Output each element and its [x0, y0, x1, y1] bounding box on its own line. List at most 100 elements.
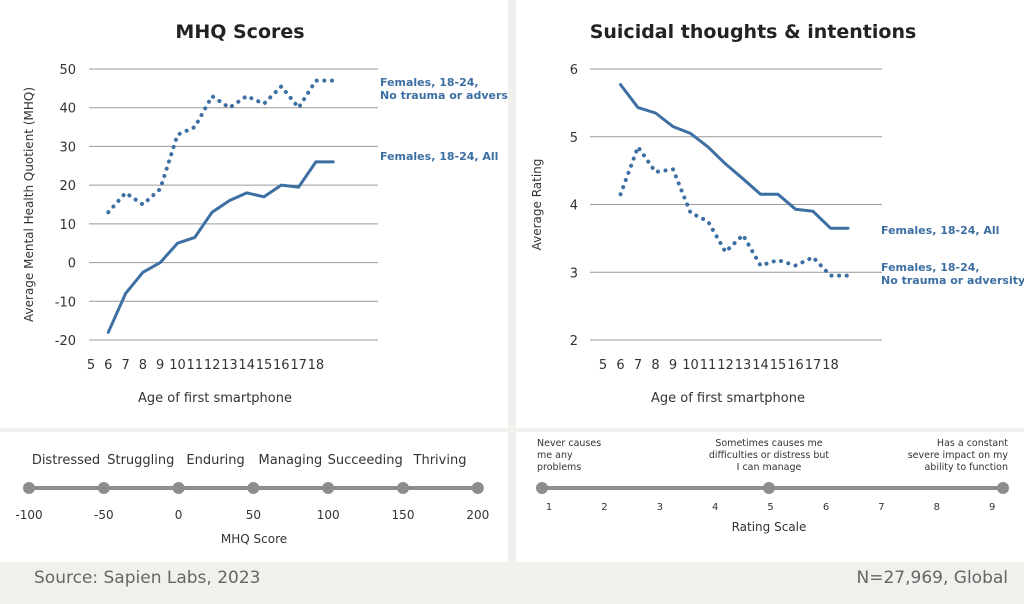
x-tick-label: 5	[87, 358, 95, 373]
series-label: Females, 18-24, All	[881, 224, 999, 237]
x-axis-label: Age of first smartphone	[651, 391, 805, 406]
series-label: Females, 18-24, All	[380, 150, 498, 163]
x-tick-label: 8	[651, 358, 659, 373]
y-tick-label: -10	[55, 295, 76, 310]
series-line-all	[619, 83, 850, 230]
y-tick-label: 10	[59, 218, 76, 233]
x-tick-label: 5	[599, 358, 607, 373]
x-tick-label: 11	[700, 358, 717, 373]
scale-tick-label: 1	[546, 502, 552, 513]
x-tick-label: 9	[669, 358, 677, 373]
y-tick-label: -20	[55, 334, 76, 349]
scale-tick-label: 0	[175, 508, 183, 522]
x-tick-label: 6	[616, 358, 624, 373]
scale-tick-label: 100	[317, 508, 340, 522]
mhq-scale: -100 -50 0 50 100 150 200 Distressed Struggling E…	[15, 453, 489, 546]
scale-annotation: Has a constant	[937, 438, 1008, 449]
y-axis-label: Average Rating	[530, 159, 544, 251]
x-tick-label: 10	[169, 358, 186, 373]
x-tick-label: 13	[221, 358, 238, 373]
suicidal-chart-panel: Suicidal thoughts & intentions 2 3 4 5 6 5 6 7 8 9…	[516, 0, 1024, 428]
x-tick-label: 11	[187, 358, 204, 373]
y-tick-label: 40	[59, 102, 76, 117]
x-tick-label: 7	[121, 358, 129, 373]
x-tick-label: 16	[787, 358, 804, 373]
scale-marker	[471, 482, 484, 494]
chart-title: Suicidal thoughts & intentions	[590, 21, 917, 43]
scale-annotation: difficulties or distress but	[709, 450, 830, 461]
x-tick-label: 8	[139, 358, 147, 373]
scale-tick-label: 2	[601, 502, 607, 513]
y-tick-label: 50	[59, 63, 76, 78]
scale-marker	[997, 482, 1009, 494]
scale-tick-label: 9	[989, 502, 995, 513]
x-tick-label: 18	[308, 358, 325, 373]
scale-tick-label: 4	[712, 502, 718, 513]
scale-category-label: Succeeding	[328, 453, 403, 468]
scale-marker	[23, 482, 35, 494]
y-tick-label: 0	[68, 257, 76, 272]
scale-tick-label: 200	[466, 508, 489, 522]
scale-marker	[247, 482, 260, 494]
y-tick-label: 30	[59, 140, 76, 155]
scale-annotation: ability to function	[924, 462, 1008, 473]
x-tick-label: 15	[770, 358, 787, 373]
mhq-scale-panel: -100 -50 0 50 100 150 200 Distressed Struggling E…	[0, 432, 508, 562]
scale-tick-label: 7	[878, 502, 884, 513]
scale-category-label: Struggling	[107, 453, 174, 468]
scale-annotation: me any	[537, 450, 573, 461]
scale-annotation: problems	[537, 462, 581, 473]
scale-tick-label: -50	[94, 508, 114, 522]
scale-category-label: Managing	[259, 453, 323, 468]
series-label: Females, 18-24,	[380, 76, 479, 89]
scale-marker	[536, 482, 548, 494]
chart-title: MHQ Scores	[175, 21, 304, 43]
x-tick-label: 9	[156, 358, 164, 373]
scale-marker	[322, 482, 335, 494]
series-line-no-trauma	[618, 144, 850, 278]
x-tick-label: 18	[822, 358, 839, 373]
x-tick-label: 12	[204, 358, 221, 373]
x-tick-label: 16	[273, 358, 290, 373]
series-label: Females, 18-24,	[881, 261, 980, 274]
y-tick-label: 5	[570, 131, 578, 146]
y-tick-label: 2	[570, 334, 578, 349]
x-tick-label: 17	[805, 358, 822, 373]
y-axis-label: Average Mental Health Quotient (MHQ)	[22, 87, 36, 322]
scale-axis-label: MHQ Score	[221, 532, 287, 546]
scale-category-label: Distressed	[32, 453, 100, 468]
scale-tick-label: 150	[392, 508, 415, 522]
x-tick-label: 12	[717, 358, 734, 373]
x-tick-label: 17	[290, 358, 307, 373]
scale-marker	[397, 482, 409, 494]
scale-annotation: I can manage	[737, 462, 802, 473]
scale-marker	[97, 482, 110, 494]
scale-tick-label: 8	[934, 502, 940, 513]
x-tick-label: 6	[104, 358, 112, 373]
x-tick-label: 14	[238, 358, 255, 373]
rating-scale-panel: 1 2 3 4 5 6 7 8 9 Never causes me any problems Somet…	[516, 432, 1024, 562]
x-tick-label: 15	[256, 358, 273, 373]
y-tick-label: 20	[59, 179, 76, 194]
scale-tick-label: 3	[657, 502, 663, 513]
scale-tick-label: 50	[246, 508, 261, 522]
x-tick-label: 10	[682, 358, 699, 373]
y-tick-label: 3	[570, 266, 578, 281]
scale-annotation: Never causes	[537, 438, 601, 449]
y-tick-label: 6	[570, 63, 578, 78]
scale-annotation: Sometimes causes me	[715, 438, 822, 449]
x-tick-label: 14	[752, 358, 769, 373]
scale-marker	[763, 482, 775, 494]
x-tick-label: 7	[634, 358, 642, 373]
mhq-chart-panel: MHQ Scores -20 -10 0 10 20 30 40 50 5 6 7 8 9 10 11 12 13…	[0, 0, 508, 428]
series-label: No trauma or adversity	[380, 89, 508, 102]
scale-category-label: Thriving	[413, 453, 467, 468]
x-tick-label: 13	[735, 358, 752, 373]
series-line-no-trauma	[106, 78, 336, 215]
scale-marker	[172, 482, 185, 494]
scale-annotation: severe impact on my	[908, 450, 1009, 461]
scale-category-label: Enduring	[186, 453, 244, 468]
